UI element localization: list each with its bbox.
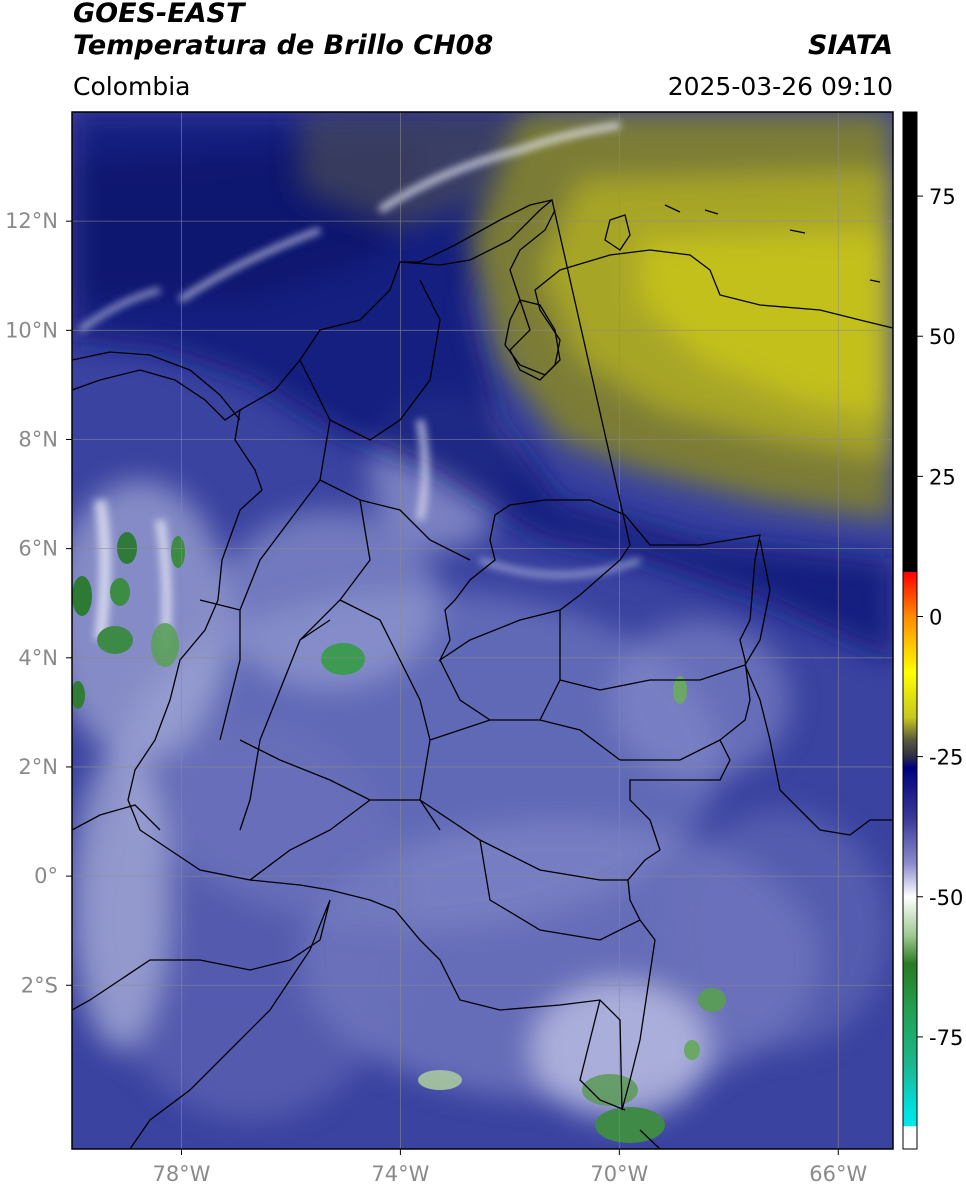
panama-coast [72, 351, 241, 421]
lat-tick-label: 0° [34, 864, 58, 888]
colorbar-ticks: 75 50 25 0 -25 -50 -75 [917, 185, 963, 1050]
colorbar-gradient [903, 112, 917, 1149]
dept-lines [199, 279, 746, 941]
venezuela-brazil-border [744, 539, 893, 836]
colombia-border [127, 198, 761, 1111]
lat-tick-label: 2°S [21, 973, 58, 997]
paraguana [604, 214, 631, 251]
peru-brazil-border [129, 899, 331, 1149]
lat-tick-label: 4°N [18, 646, 58, 670]
region-label: Colombia [73, 72, 191, 101]
warm-region [300, 112, 893, 520]
panama-border [72, 369, 241, 421]
product-title: Temperatura de Brillo CH08 [73, 30, 494, 61]
gridlines [72, 112, 893, 1149]
lon-tick-label: 74°W [371, 1162, 429, 1186]
lat-tick-label: 6°N [18, 537, 58, 561]
lat-tick-label: 12°N [5, 209, 58, 233]
timestamp-label: 2025-03-26 09:10 [667, 72, 893, 101]
lat-tick-label: 2°N [18, 755, 58, 779]
colorbar-tick-label: 75 [929, 185, 956, 209]
peru-border [72, 899, 331, 1011]
colorbar-tick-label: -25 [929, 746, 963, 770]
lat-tick-label: 10°N [5, 318, 58, 342]
satellite-imagery [72, 112, 893, 1149]
borders [72, 198, 893, 1149]
satellite-title: GOES-EAST [73, 0, 245, 29]
islands [664, 204, 881, 283]
colorbar-tick-label: 25 [929, 465, 956, 489]
lake-maracaibo [504, 299, 561, 376]
caribbean-coast [400, 199, 553, 263]
source-label: SIATA [807, 30, 893, 61]
axis-ticks: 78°W 74°W 70°W 66°W 12°N 10°N 8°N 6°N 4°N 2°N 0° 2°… [5, 209, 867, 1186]
colorbar-tick-label: -50 [929, 886, 963, 910]
colorbar-tick-label: -75 [929, 1026, 963, 1050]
lat-tick-label: 8°N [18, 427, 58, 451]
lon-tick-label: 78°W [152, 1162, 210, 1186]
ecuador-border [72, 804, 161, 831]
venezuela-coast [509, 209, 893, 381]
lon-tick-label: 66°W [809, 1162, 867, 1186]
plot-frame [71, 111, 894, 1150]
convective-cores [72, 532, 726, 1143]
colorbar-tick-label: 0 [929, 605, 942, 629]
brazil-border [579, 999, 661, 1149]
cloud-streaks [78, 121, 642, 651]
colorbar-frame [902, 111, 918, 1150]
lon-tick-label: 70°W [590, 1162, 648, 1186]
colorbar-tick-label: 50 [929, 325, 956, 349]
